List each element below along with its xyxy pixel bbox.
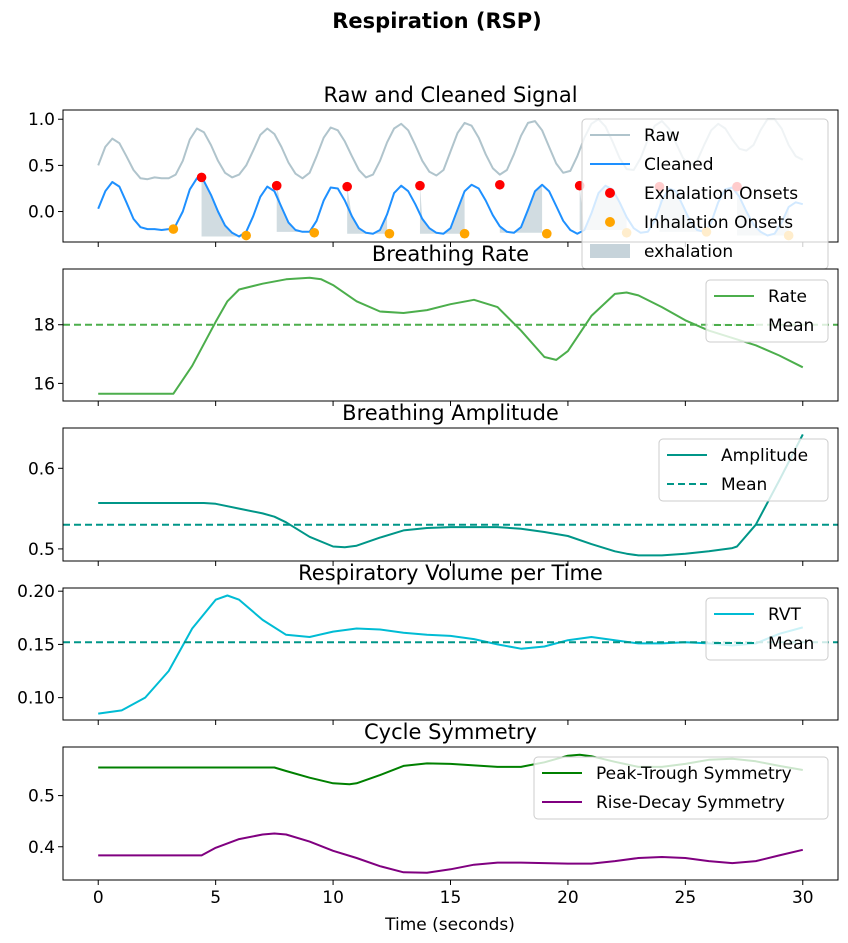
exhalation-onset-point xyxy=(196,172,207,183)
x-tick-label: 10 xyxy=(322,888,344,908)
legend-marker xyxy=(605,188,615,198)
legend-label: Inhalation Onsets xyxy=(644,213,793,233)
legend-label: Raw xyxy=(644,126,680,146)
legend: Rate Mean xyxy=(705,279,829,343)
legend-label: Rate xyxy=(768,287,807,307)
axes-frame xyxy=(62,109,839,243)
panel-title: Cycle Symmetry xyxy=(364,720,537,744)
series-line xyxy=(98,594,804,715)
exhalation-region xyxy=(347,186,388,234)
legend-label: Cleaned xyxy=(644,155,714,175)
panel-2: Breathing Rate 16 18 Rate Mean xyxy=(33,242,839,406)
y-tick-label: 0.4 xyxy=(28,838,55,858)
panel-4: Respiratory Volume per Time 0.10 0.15 0.20 R… xyxy=(17,561,839,725)
exhalation-onset-point xyxy=(415,180,425,191)
legend: Amplitude Mean xyxy=(658,438,829,502)
panel-3: Breathing Amplitude 0.5 0.6 Amplitude Mean xyxy=(28,401,839,566)
panel-title: Breathing Rate xyxy=(372,242,529,266)
inhalation-onset-point xyxy=(384,228,395,239)
plot-area xyxy=(63,433,838,557)
legend-label: Mean xyxy=(721,475,767,495)
legend-label: exhalation xyxy=(644,242,733,262)
exhalation-onset-point xyxy=(342,181,352,192)
y-tick-label: 0.6 xyxy=(28,459,55,479)
panel-5: Cycle Symmetry 0.4 0.5 0 5 10 15 20 25 30 Peak-Tro… xyxy=(28,720,839,908)
plot-area xyxy=(63,276,838,395)
x-tick-label: 25 xyxy=(675,888,697,908)
plot-area xyxy=(63,594,838,715)
exhalation-region xyxy=(499,184,543,233)
legend-label: Mean xyxy=(768,316,814,336)
y-tick-label: 0.20 xyxy=(17,582,55,602)
axes-frame xyxy=(62,427,839,562)
y-tick-label: 0.10 xyxy=(17,689,55,709)
series-line xyxy=(98,832,804,874)
legend-patch xyxy=(590,244,630,258)
exhalation-onset-point xyxy=(495,179,505,190)
x-tick-label: 5 xyxy=(210,888,221,908)
legend-label: RVT xyxy=(768,605,802,625)
x-tick-label: 20 xyxy=(557,888,579,908)
figure-title: Respiration (RSP) xyxy=(332,9,541,33)
y-tick-label: 0.5 xyxy=(28,156,55,176)
legend-label: Amplitude xyxy=(721,446,808,466)
panel-1: Raw and Cleaned Signal 0.0 0.5 1.0 Raw Cleane… xyxy=(28,83,839,270)
legend-label: Exhalation Onsets xyxy=(644,184,798,204)
panel-title: Raw and Cleaned Signal xyxy=(323,83,577,107)
y-tick-label: 16 xyxy=(33,374,55,394)
x-tick-label: 0 xyxy=(93,888,104,908)
legend-marker xyxy=(605,217,615,227)
legend-label: Peak-Trough Symmetry xyxy=(596,764,792,784)
x-tick-label: 30 xyxy=(792,888,814,908)
legend-label: Mean xyxy=(768,634,814,654)
inhalation-onset-point xyxy=(459,228,470,239)
inhalation-onset-point xyxy=(541,228,552,239)
exhalation-region xyxy=(276,185,310,232)
legend-box xyxy=(533,756,829,820)
inhalation-onset-point xyxy=(309,227,320,238)
y-tick-label: 0.0 xyxy=(28,203,55,223)
y-tick-label: 0.5 xyxy=(28,787,55,807)
legend: RVT Mean xyxy=(705,597,829,661)
axes-frame xyxy=(62,587,839,721)
x-tick-label: 15 xyxy=(440,888,462,908)
exhalation-region xyxy=(201,177,247,237)
y-tick-label: 18 xyxy=(33,316,55,336)
axes-frame xyxy=(62,746,839,881)
exhalation-onset-point xyxy=(271,180,282,191)
y-tick-label: 1.0 xyxy=(28,110,55,130)
panel-title: Breathing Amplitude xyxy=(342,401,559,425)
inhalation-onset-point xyxy=(168,224,179,234)
legend: Raw Cleaned Exhalation Onsets Inhalation On… xyxy=(581,118,829,270)
series-line xyxy=(98,276,804,395)
series-line xyxy=(98,433,804,557)
panel-title: Respiratory Volume per Time xyxy=(298,561,603,585)
y-tick-label: 0.15 xyxy=(17,635,55,655)
axes-frame xyxy=(62,268,839,402)
legend-label: Rise-Decay Symmetry xyxy=(596,793,785,813)
panels: Raw and Cleaned Signal 0.0 0.5 1.0 Raw Cleane… xyxy=(17,83,839,908)
inhalation-onset-point xyxy=(241,230,251,241)
legend: Peak-Trough Symmetry Rise-Decay Symmetry xyxy=(533,756,829,820)
y-tick-label: 0.5 xyxy=(28,540,55,560)
x-axis-label: Time (seconds) xyxy=(384,915,515,935)
